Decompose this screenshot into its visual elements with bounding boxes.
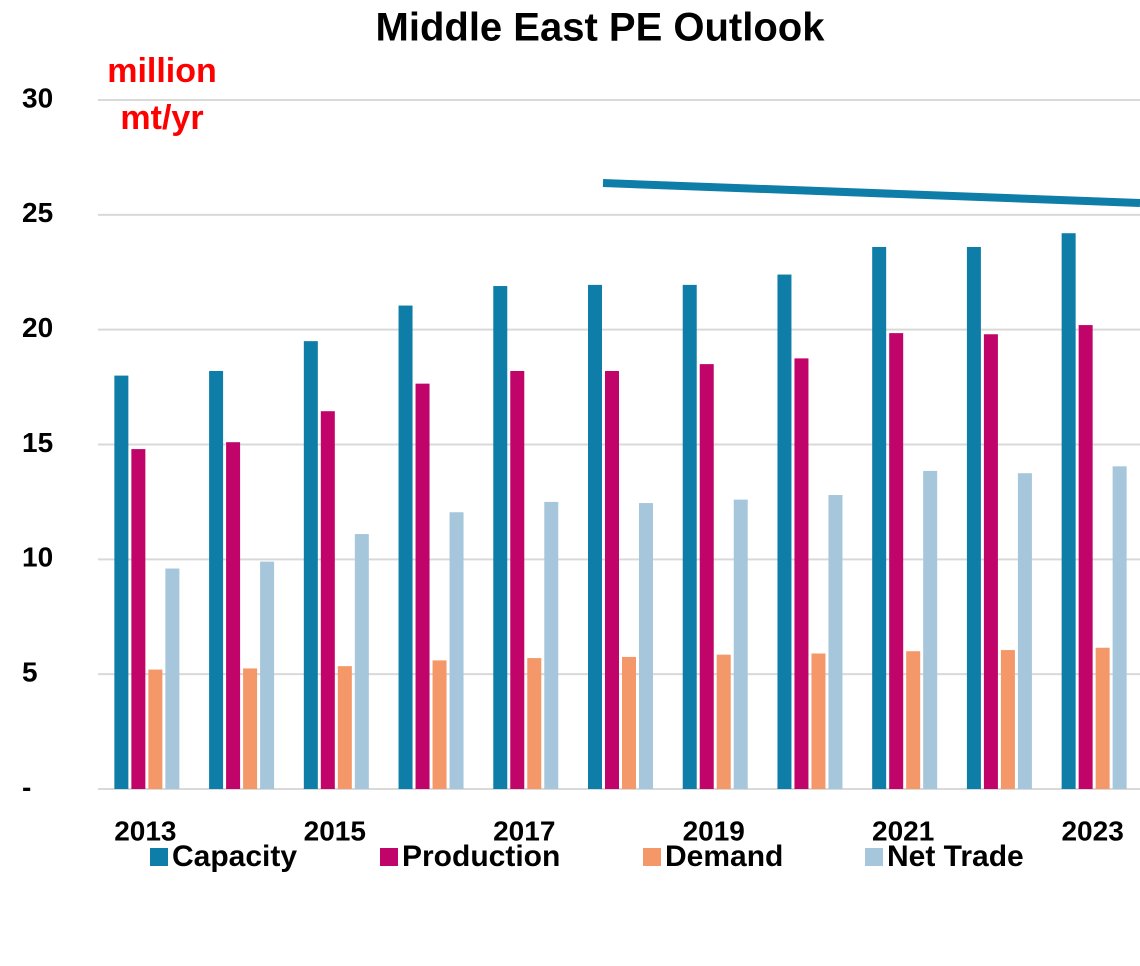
chart-title: Middle East PE Outlook (376, 6, 826, 50)
trend-line (602, 179, 1140, 207)
bar (588, 284, 602, 789)
y-tick-label: 20 (22, 312, 53, 343)
bar (605, 371, 619, 789)
bar (260, 561, 275, 789)
bar (794, 358, 809, 789)
legend-swatch (380, 848, 398, 866)
bar (983, 334, 998, 789)
legend-label: Net Trade (887, 840, 1024, 873)
bar (337, 666, 352, 789)
legend-label: Production (402, 840, 560, 873)
bar (1112, 466, 1127, 789)
bar (165, 568, 180, 789)
bar (527, 658, 542, 789)
bar (303, 341, 318, 789)
bar (699, 364, 714, 789)
y-tick-label: 25 (22, 197, 53, 228)
bar (209, 371, 224, 789)
legend-label: Demand (665, 840, 783, 873)
bar (114, 375, 129, 789)
legend-swatch (643, 848, 661, 866)
bar (1078, 325, 1093, 789)
bar (432, 660, 447, 789)
x-tick-label: 2015 (304, 815, 366, 846)
x-tick-label: 2023 (1061, 815, 1123, 846)
bar (872, 246, 887, 789)
x-tick-label: 2017 (493, 815, 555, 846)
bar (966, 246, 981, 789)
x-tick-label: 2013 (114, 815, 176, 846)
y-tick-label: 5 (22, 657, 38, 688)
y-tick-label: 10 (22, 542, 53, 573)
bar (1017, 473, 1032, 789)
bar (226, 442, 241, 789)
bar (415, 383, 430, 789)
x-tick-label: 2019 (683, 815, 745, 846)
bar (1095, 647, 1110, 789)
bar (733, 499, 748, 789)
bar (449, 512, 464, 789)
y-tick-label: 15 (22, 427, 53, 458)
bar (148, 669, 163, 789)
bar (131, 449, 146, 789)
bar (510, 371, 525, 789)
unit-annotation: million (107, 52, 217, 90)
bar (544, 501, 559, 789)
bar (1061, 233, 1076, 789)
x-tick-label: 2021 (872, 815, 934, 846)
y-tick-label: 30 (22, 82, 53, 113)
legend-swatch (150, 848, 168, 866)
bar (906, 651, 921, 789)
legend-label: Capacity (172, 840, 297, 873)
bar (354, 534, 369, 789)
bar (811, 653, 826, 789)
bar (889, 333, 904, 789)
legend-swatch (865, 848, 883, 866)
bar (716, 654, 731, 789)
bar (1000, 650, 1015, 789)
bar (828, 495, 843, 789)
y-tick-label: - (22, 771, 31, 802)
bar (320, 411, 335, 789)
unit-annotation: mt/yr (120, 99, 203, 137)
bar (923, 470, 938, 789)
bar (622, 656, 636, 789)
bar (682, 284, 697, 789)
bar (777, 274, 792, 790)
bar (243, 668, 258, 789)
bar (639, 503, 653, 789)
bar (493, 286, 508, 789)
bar (398, 305, 413, 789)
